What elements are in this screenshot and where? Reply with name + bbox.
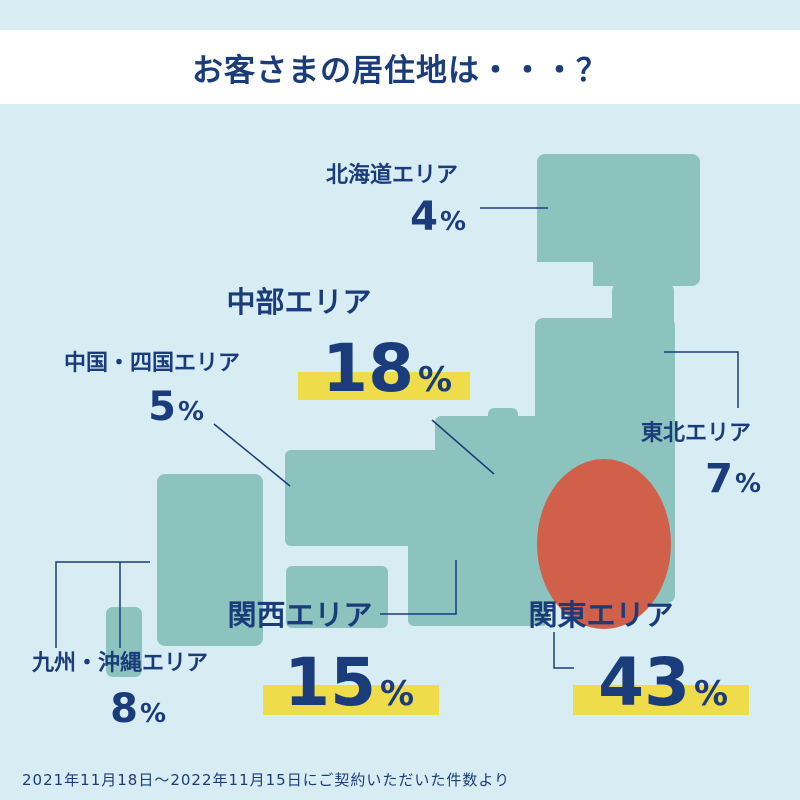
leader-chubu <box>431 419 495 475</box>
land-okinawa <box>106 607 142 677</box>
land-shikoku <box>286 566 388 628</box>
pct-sign-chugoku: % <box>178 397 204 427</box>
leader-kanto <box>553 632 574 669</box>
pct-sign-tohoku: % <box>735 469 761 499</box>
pct-sign-chubu: % <box>418 360 452 400</box>
footer-note: 2021年11月18日～2022年11月15日にご契約いただいた件数より <box>22 771 511 789</box>
label-tohoku: 東北エリア <box>641 421 751 446</box>
leader-tohoku <box>664 351 739 408</box>
underline-chubu <box>298 372 470 400</box>
pct-kansai: 15 <box>284 644 376 721</box>
label-hokkaido: 北海道エリア <box>326 162 458 188</box>
pct-kyushu: 8 <box>110 686 138 732</box>
land-shapes <box>106 154 700 677</box>
pct-sign-hokkaido: % <box>440 207 466 237</box>
land-sado <box>488 408 518 438</box>
pct-kanto: 43 <box>598 644 690 721</box>
pct-tohoku: 7 <box>705 456 733 502</box>
leader-kyushu <box>55 561 150 648</box>
pct-sign-kansai: % <box>380 674 414 714</box>
label-kyushu: 九州・沖縄エリア <box>31 651 208 676</box>
leader-lines <box>55 207 739 669</box>
land-west <box>285 450 545 546</box>
pct-hokkaido: 4 <box>410 194 438 240</box>
land-hokkaido-notch <box>537 262 593 290</box>
label-chugoku: 中国・四国エリア <box>64 351 240 376</box>
underline-kansai <box>263 685 439 715</box>
kanto-highlight <box>537 459 671 629</box>
label-kanto: 関東エリア <box>528 598 673 632</box>
label-chubu: 中部エリア <box>226 285 371 319</box>
pct-sign-kanto: % <box>694 674 728 714</box>
underline-kanto <box>573 685 749 715</box>
pct-chugoku: 5 <box>148 384 176 430</box>
land-hokkaido <box>537 154 700 286</box>
pct-chubu: 18 <box>322 330 414 407</box>
title-bar: お客さまの居住地は・・・？ <box>0 30 800 104</box>
leader-kansai <box>380 560 457 615</box>
underlines <box>263 372 749 715</box>
land-kyushu <box>157 474 263 646</box>
leader-chugoku <box>213 423 291 487</box>
pct-sign-kyushu: % <box>140 699 166 729</box>
labels: 北海道エリア 4 % 中部エリア 18 % 中国・四国エリア 5 % 東北エリア… <box>31 162 761 732</box>
label-kansai: 関西エリア <box>227 598 372 632</box>
page-title: お客さまの居住地は・・・？ <box>192 52 608 89</box>
land-kansai-south <box>408 540 548 626</box>
